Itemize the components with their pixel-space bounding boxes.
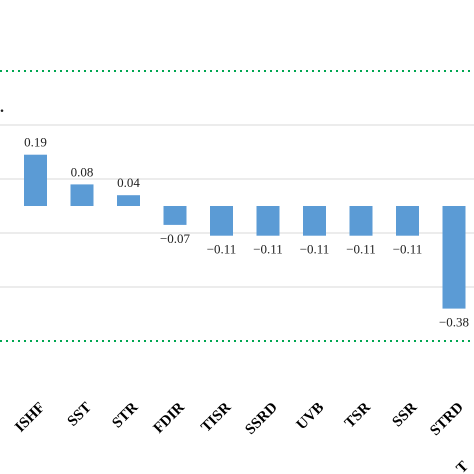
data-label-tsr: −0.11 xyxy=(346,242,376,257)
x-tick-labels: ISHF SST STR FDIR TISR SSRD UVB TSR SSR STRD xyxy=(12,399,467,439)
bar-str xyxy=(117,195,140,206)
cropped-axis-glyph: . xyxy=(0,99,4,116)
cropped-tick-fragment: T xyxy=(454,458,472,474)
tick-label-ishf: ISHF xyxy=(12,400,48,436)
bar-ssr xyxy=(396,206,419,236)
data-label-tisr: −0.11 xyxy=(207,242,237,257)
gridlines xyxy=(0,124,474,288)
data-label-fdir: −0.07 xyxy=(160,231,191,246)
tick-label-tsr: TSR xyxy=(342,399,374,431)
bar-ssrd xyxy=(256,206,280,236)
data-label-uvb: −0.11 xyxy=(300,242,330,257)
bar-fdir xyxy=(163,206,187,225)
bar-uvb xyxy=(303,206,326,236)
bar-tisr xyxy=(210,206,233,236)
tick-label-tisr: TISR xyxy=(198,399,234,435)
data-label-ssrd: −0.11 xyxy=(253,242,283,257)
bars xyxy=(24,154,466,309)
data-label-strd: −0.38 xyxy=(439,315,469,330)
data-label-ishf: 0.19 xyxy=(24,135,47,150)
data-label-sst: 0.08 xyxy=(71,164,94,179)
bar-strd xyxy=(442,206,466,309)
bar-tsr xyxy=(349,206,373,236)
tick-label-sst: SST xyxy=(65,400,95,430)
tick-label-strd: STRD xyxy=(427,399,467,439)
tick-label-str: STR xyxy=(109,399,141,431)
bar-ishf xyxy=(24,154,47,206)
reference-lines xyxy=(0,70,474,342)
tick-label-uvb: UVB xyxy=(294,400,328,434)
data-labels: 0.19 0.08 0.04 −0.07 −0.11 −0.11 −0.11 −0.11 −0.… xyxy=(24,135,469,330)
data-label-str: 0.04 xyxy=(117,175,140,190)
tick-label-ssr: SSR xyxy=(390,399,421,430)
data-label-ssr: −0.11 xyxy=(393,242,423,257)
bar-sst xyxy=(70,184,94,206)
tick-label-fdir: FDIR xyxy=(151,399,188,436)
tick-label-ssrd: SSRD xyxy=(242,399,281,438)
